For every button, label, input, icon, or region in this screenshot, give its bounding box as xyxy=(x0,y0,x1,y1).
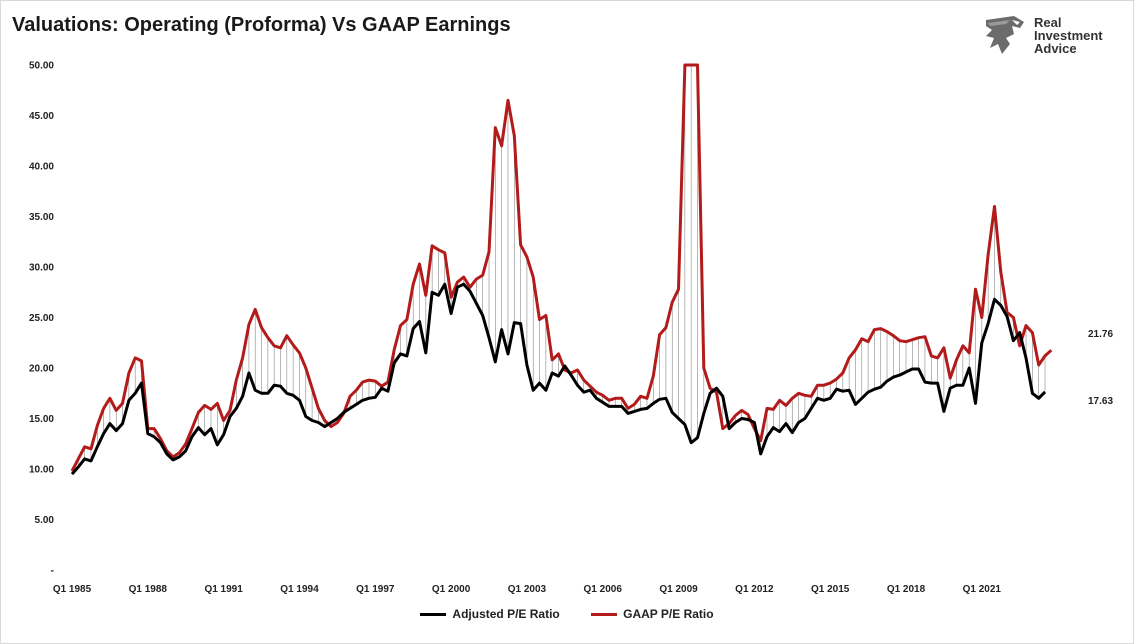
pe-ratio-chart: - 5.00 10.00 15.00 20.00 25.00 30.00 35.00 40.00… xyxy=(29,61,1113,596)
x-tick-label: Q1 1994 xyxy=(280,584,319,595)
x-tick-label: Q1 2006 xyxy=(584,584,623,595)
legend: Adjusted P/E Ratio GAAP P/E Ratio xyxy=(0,606,1134,621)
y-tick-label: 40.00 xyxy=(29,162,54,173)
legend-label-gaap: GAAP P/E Ratio xyxy=(623,606,714,621)
series-layer xyxy=(70,63,1053,476)
y-tick-label: 20.00 xyxy=(29,364,54,375)
gaap-end-label: 21.76 xyxy=(1088,329,1113,340)
x-tick-label: Q1 2018 xyxy=(887,584,926,595)
x-tick-label: Q1 2021 xyxy=(963,584,1002,595)
y-axis: - 5.00 10.00 15.00 20.00 25.00 30.00 35.00 40.00… xyxy=(29,61,54,577)
legend-item-adjusted: Adjusted P/E Ratio xyxy=(420,606,560,621)
x-tick-label: Q1 2015 xyxy=(811,584,850,595)
x-tick-label: Q1 1988 xyxy=(129,584,168,595)
gaap-pe-line xyxy=(70,63,1053,472)
legend-item-gaap: GAAP P/E Ratio xyxy=(591,606,714,621)
y-tick-label: - xyxy=(51,566,54,577)
brand-logo: Real Investment Advice xyxy=(984,14,1124,58)
x-tick-label: Q1 1997 xyxy=(356,584,395,595)
x-tick-label: Q1 1985 xyxy=(53,584,92,595)
x-tick-label: Q1 1991 xyxy=(204,584,243,595)
x-tick-label: Q1 2012 xyxy=(735,584,774,595)
chart-title: Valuations: Operating (Proforma) Vs GAAP… xyxy=(12,14,511,36)
y-tick-label: 45.00 xyxy=(29,111,54,122)
legend-label-adjusted: Adjusted P/E Ratio xyxy=(452,606,560,621)
end-labels: 17.63 21.76 xyxy=(1088,329,1113,407)
legend-swatch-gaap xyxy=(591,613,618,617)
x-tick-label: Q1 2003 xyxy=(508,584,547,595)
x-tick-label: Q1 2000 xyxy=(432,584,471,595)
eagle-head-icon xyxy=(986,16,1024,54)
adjusted-pe-line xyxy=(70,282,1047,476)
y-tick-label: 5.00 xyxy=(35,515,55,526)
y-tick-label: 50.00 xyxy=(29,61,54,72)
logo-line: Advice xyxy=(1034,41,1077,56)
drop-lines xyxy=(71,65,1046,475)
logo-wordmark: Real Investment Advice xyxy=(1034,16,1103,55)
x-tick-label: Q1 2009 xyxy=(659,584,698,595)
adjusted-end-label: 17.63 xyxy=(1088,396,1113,407)
legend-swatch-adjusted xyxy=(420,613,447,617)
y-tick-label: 10.00 xyxy=(29,465,54,476)
y-tick-label: 30.00 xyxy=(29,263,54,274)
logo-line: Investment xyxy=(1034,28,1103,43)
y-tick-label: 15.00 xyxy=(29,414,54,425)
y-tick-label: 35.00 xyxy=(29,212,54,223)
logo-line: Real xyxy=(1034,15,1062,30)
y-tick-label: 25.00 xyxy=(29,313,54,324)
x-axis: Q1 1985 Q1 1988 Q1 1991 Q1 1994 Q1 1997 Q1 20… xyxy=(53,584,1002,595)
